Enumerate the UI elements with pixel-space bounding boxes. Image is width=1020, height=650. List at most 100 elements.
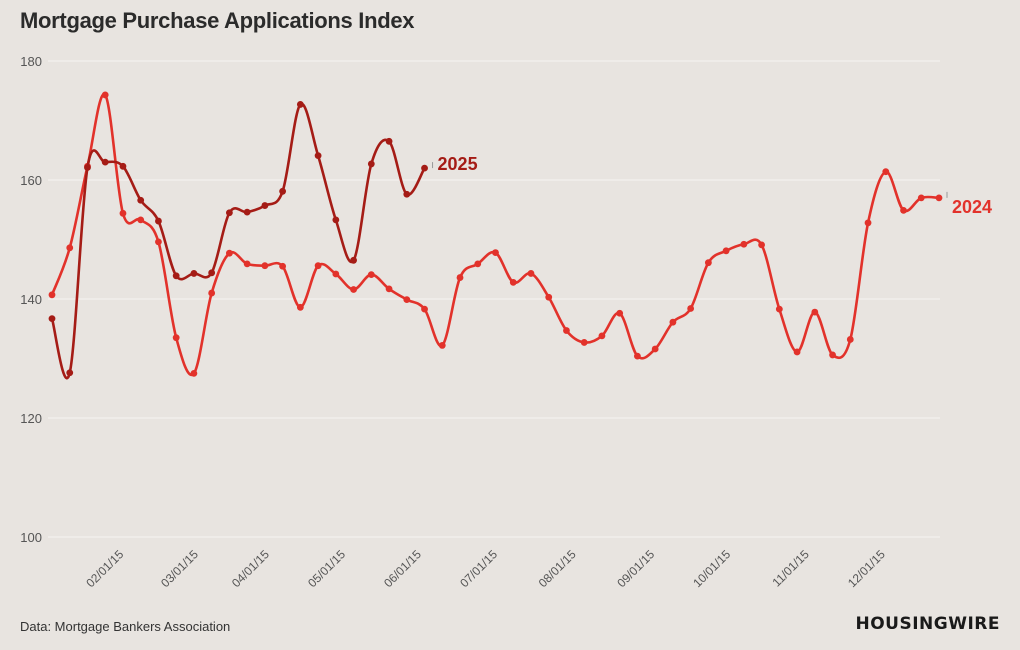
data-point: [634, 352, 641, 360]
series-2024: [48, 91, 943, 377]
data-point: [279, 262, 287, 270]
x-tick-label: 08/01/15: [536, 547, 579, 590]
data-point: [598, 332, 606, 340]
y-tick-label: 120: [20, 411, 42, 426]
data-point: [704, 259, 712, 267]
data-point: [527, 270, 535, 277]
x-tick-label: 06/01/15: [381, 547, 424, 590]
data-point: [243, 208, 251, 216]
data-point: [385, 285, 393, 293]
data-point: [66, 369, 74, 377]
series-2025: [48, 101, 428, 380]
data-point: [492, 249, 499, 256]
series-labels: 2024 2025: [432, 154, 992, 217]
data-point: [474, 260, 482, 268]
x-tick-label: 10/01/15: [690, 547, 733, 590]
data-point: [296, 303, 304, 311]
data-point: [403, 296, 411, 303]
data-point: [137, 196, 145, 204]
data-source: Data: Mortgage Bankers Association: [20, 619, 231, 634]
y-tick-label: 100: [20, 530, 42, 545]
data-point: [137, 216, 145, 224]
data-point: [119, 162, 127, 170]
data-point: [350, 256, 357, 264]
data-point: [279, 187, 287, 195]
x-tick-label: 07/01/15: [457, 547, 500, 590]
data-point: [119, 209, 127, 217]
data-point: [48, 291, 56, 299]
data-point: [296, 101, 304, 108]
data-point: [935, 194, 943, 202]
data-point: [261, 262, 269, 270]
series-line-2025: [50, 102, 426, 380]
data-point: [456, 274, 464, 281]
data-point: [509, 278, 517, 286]
data-point: [155, 217, 162, 225]
data-point: [793, 348, 801, 356]
data-point: [332, 270, 340, 278]
data-point: [580, 339, 588, 346]
data-point: [367, 160, 375, 168]
data-point: [545, 293, 553, 301]
data-point: [101, 158, 109, 166]
data-point: [882, 168, 890, 176]
data-point: [385, 137, 393, 145]
data-point: [155, 238, 162, 246]
data-point: [864, 219, 872, 227]
data-point: [350, 286, 357, 293]
data-point: [190, 270, 198, 277]
data-point: [438, 342, 446, 349]
x-tick-label: 02/01/15: [83, 547, 126, 590]
x-tick-label: 04/01/15: [229, 547, 272, 590]
y-tick-label: 180: [20, 54, 42, 69]
data-point: [66, 244, 74, 252]
data-point: [367, 271, 375, 279]
chart-title: Mortgage Purchase Applications Index: [20, 8, 415, 33]
data-point: [84, 164, 91, 171]
x-tick-label: 11/01/15: [769, 547, 812, 590]
data-point: [900, 206, 907, 214]
data-point: [332, 216, 340, 224]
data-point: [829, 351, 836, 359]
data-point: [172, 272, 180, 280]
y-tick-label: 140: [20, 292, 42, 307]
grid-lines: [48, 60, 940, 538]
data-point: [421, 305, 428, 313]
data-point: [687, 305, 695, 312]
data-point: [811, 308, 819, 316]
data-point: [226, 249, 233, 257]
data-point: [226, 209, 233, 217]
data-point: [917, 194, 925, 202]
x-tick-label: 09/01/15: [614, 547, 657, 590]
data-point: [261, 202, 269, 209]
housingwire-logo: HOUSINGWIRE: [855, 614, 1000, 634]
data-point: [314, 262, 322, 270]
x-tick-label: 03/01/15: [158, 547, 201, 590]
data-point: [775, 305, 783, 313]
series-label-2024: 2024: [952, 197, 992, 217]
y-axis-ticks: 100 120 140 160 180: [20, 54, 42, 545]
data-point: [421, 164, 428, 172]
data-point: [722, 247, 730, 255]
data-point: [740, 240, 748, 248]
data-point: [208, 289, 216, 297]
x-tick-label: 12/01/15: [845, 547, 888, 590]
data-point: [669, 318, 677, 326]
series-label-2025: 2025: [438, 154, 478, 174]
data-point: [101, 91, 109, 99]
data-point: [651, 345, 659, 353]
y-tick-label: 160: [20, 173, 42, 188]
data-point: [616, 309, 624, 317]
data-point: [314, 152, 322, 160]
data-point: [208, 269, 216, 277]
data-point: [172, 334, 180, 342]
x-axis-ticks: 02/01/15 03/01/15 04/01/15 05/01/15 06/01/15…: [83, 547, 888, 590]
data-point: [403, 190, 411, 198]
series-line-2024: [50, 93, 940, 377]
data-point: [48, 315, 56, 323]
data-point: [243, 260, 251, 268]
data-point: [190, 369, 198, 377]
data-point: [846, 336, 854, 343]
data-point: [758, 241, 765, 249]
